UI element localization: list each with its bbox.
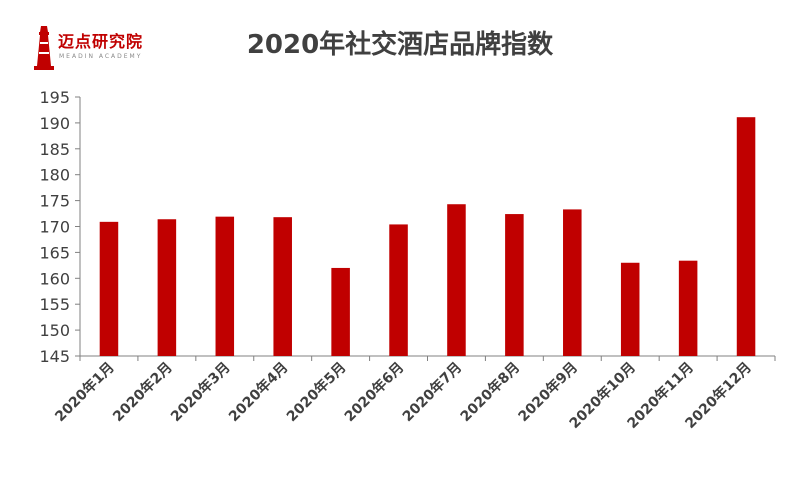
y-tick-label: 175 bbox=[39, 192, 70, 211]
chart-title: 2020年社交酒店品牌指数 bbox=[246, 30, 554, 60]
y-tick-label: 180 bbox=[39, 166, 70, 185]
x-tick-label: 2020年1月 bbox=[52, 359, 118, 425]
bar bbox=[99, 221, 119, 356]
bar bbox=[215, 216, 235, 356]
bar bbox=[331, 267, 350, 356]
bar bbox=[736, 117, 756, 357]
lighthouse-icon bbox=[34, 26, 54, 70]
logo: 迈点研究院 MEADIN ACADEMY bbox=[32, 22, 162, 78]
bar bbox=[505, 214, 524, 356]
bar bbox=[389, 224, 408, 356]
y-tick-label: 155 bbox=[39, 295, 70, 314]
y-tick-label: 150 bbox=[39, 321, 70, 340]
x-tick-label: 2020年5月 bbox=[283, 359, 349, 425]
x-tick-label: 2020年4月 bbox=[225, 359, 291, 425]
y-tick-label: 185 bbox=[39, 140, 70, 159]
logo-name: 迈点研究院 bbox=[58, 32, 144, 51]
bar bbox=[157, 219, 177, 356]
y-tick-label: 145 bbox=[39, 347, 70, 366]
bar bbox=[678, 260, 698, 356]
y-tick-label: 160 bbox=[39, 269, 70, 288]
bar bbox=[620, 262, 640, 356]
bar bbox=[447, 204, 466, 356]
x-tick-label: 2020年8月 bbox=[457, 359, 523, 425]
bar bbox=[273, 217, 292, 356]
y-tick-label: 190 bbox=[39, 114, 70, 133]
y-tick-label: 195 bbox=[39, 88, 70, 107]
logo-subtitle: MEADIN ACADEMY bbox=[59, 53, 143, 60]
x-tick-label: 2020年6月 bbox=[341, 359, 407, 425]
bar bbox=[563, 209, 582, 356]
x-tick-label: 2020年3月 bbox=[167, 359, 233, 425]
y-tick-label: 170 bbox=[39, 218, 70, 237]
x-tick-label: 2020年7月 bbox=[399, 359, 465, 425]
x-tick-label: 2020年2月 bbox=[109, 359, 175, 425]
y-tick-label: 165 bbox=[39, 243, 70, 262]
